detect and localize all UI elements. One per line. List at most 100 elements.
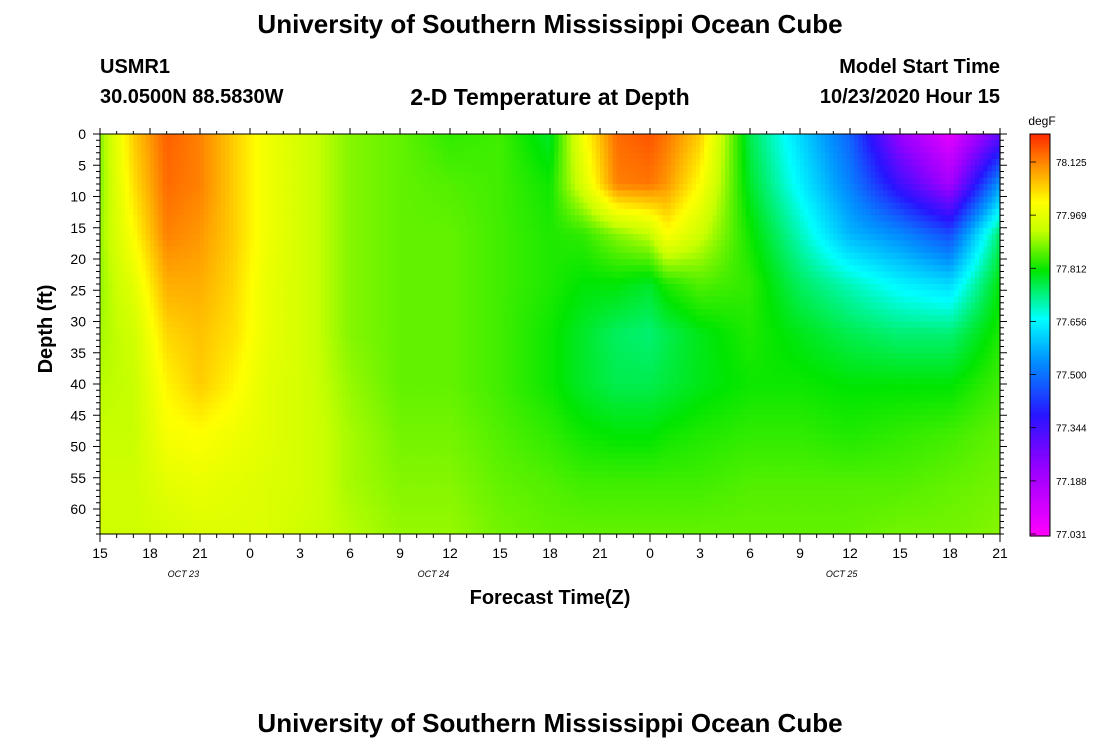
heatmap-cell — [229, 209, 234, 216]
heatmap-cell — [120, 459, 126, 466]
heatmap-cell — [366, 459, 372, 466]
heatmap-cell — [375, 140, 380, 148]
heatmap-cell — [366, 402, 372, 410]
heatmap-cell — [350, 159, 355, 166]
heatmap-cell — [137, 521, 143, 529]
heatmap-cell — [341, 209, 347, 216]
heatmap-cell — [141, 265, 147, 273]
heatmap-cell — [250, 321, 255, 329]
heatmap-cell — [191, 340, 197, 348]
heatmap-cell — [362, 452, 368, 460]
heatmap-cell — [400, 284, 405, 291]
heatmap-cell — [100, 371, 105, 379]
heatmap-cell — [262, 265, 268, 273]
heatmap-cell — [300, 359, 305, 366]
heatmap-cell — [295, 134, 301, 141]
heatmap-cell — [400, 227, 405, 235]
heatmap-cell — [162, 459, 168, 466]
heatmap-cell — [295, 446, 301, 454]
heatmap-cell — [145, 240, 151, 248]
heatmap-cell — [379, 296, 384, 304]
heatmap-cell — [229, 509, 234, 516]
heatmap-cell — [158, 190, 164, 198]
heatmap-cell — [308, 527, 314, 535]
heatmap-cell — [395, 465, 401, 473]
heatmap-cell — [287, 209, 293, 216]
heatmap-cell — [237, 484, 243, 491]
heatmap-cell — [400, 427, 405, 435]
heatmap-cell — [237, 177, 243, 185]
heatmap-cell — [416, 371, 422, 379]
heatmap-cell — [308, 477, 314, 485]
heatmap-cell — [137, 371, 143, 379]
heatmap-cell — [316, 415, 322, 423]
heatmap-cell — [100, 159, 105, 166]
heatmap-cell — [200, 509, 205, 516]
heatmap-cell — [312, 402, 318, 410]
heatmap-cell — [358, 334, 364, 341]
heatmap-cell — [108, 446, 114, 454]
heatmap-cell — [383, 371, 389, 379]
heatmap-cell — [325, 171, 330, 179]
heatmap-cell — [254, 309, 259, 316]
heatmap-cell — [312, 134, 318, 141]
heatmap-cell — [229, 177, 234, 185]
heatmap-cell — [416, 190, 422, 198]
heatmap-cell — [250, 509, 255, 516]
heatmap-cell — [225, 177, 230, 185]
heatmap-cell — [258, 471, 264, 479]
heatmap-cell — [179, 202, 184, 210]
heatmap-cell — [141, 309, 147, 316]
heatmap-cell — [316, 234, 322, 241]
heatmap-cell — [262, 315, 268, 323]
heatmap-cell — [312, 334, 318, 341]
heatmap-cell — [345, 409, 351, 416]
heatmap-cell — [250, 309, 255, 316]
heatmap-cell — [195, 234, 201, 241]
heatmap-cell — [412, 427, 418, 435]
heatmap-cell — [237, 202, 243, 210]
heatmap-cell — [341, 334, 347, 341]
heatmap-cell — [116, 165, 122, 173]
heatmap-cell — [287, 215, 293, 223]
heatmap-cell — [233, 496, 239, 504]
heatmap-cell — [241, 334, 247, 341]
heatmap-cell — [254, 334, 259, 341]
heatmap-cell — [275, 196, 280, 204]
heatmap-cell — [333, 259, 339, 266]
heatmap-cell — [200, 296, 205, 304]
heatmap-cell — [254, 234, 259, 241]
heatmap-cell — [112, 165, 118, 173]
heatmap-cell — [408, 290, 414, 298]
heatmap-cell — [287, 321, 293, 329]
heatmap-cell — [162, 415, 168, 423]
heatmap-cell — [283, 427, 289, 435]
heatmap-cell — [283, 359, 289, 366]
heatmap-cell — [404, 227, 409, 235]
heatmap-cell — [125, 259, 130, 266]
heatmap-cell — [275, 165, 280, 173]
heatmap-cell — [187, 152, 193, 160]
heatmap-cell — [212, 234, 218, 241]
heatmap-cell — [254, 146, 259, 154]
heatmap-cell — [225, 377, 230, 385]
heatmap-cell — [116, 402, 122, 410]
heatmap-cell — [304, 415, 309, 423]
heatmap-cell — [266, 527, 272, 535]
heatmap-cell — [104, 477, 109, 485]
heatmap-cell — [395, 134, 401, 141]
heatmap-cell — [291, 452, 297, 460]
heatmap-cell — [416, 159, 422, 166]
heatmap-cell — [308, 465, 314, 473]
heatmap-cell — [108, 509, 114, 516]
heatmap-cell — [166, 290, 172, 298]
heatmap-cell — [404, 171, 409, 179]
heatmap-cell — [129, 265, 134, 273]
heatmap-cell — [141, 277, 147, 285]
heatmap-cell — [112, 221, 118, 229]
heatmap-cell — [291, 284, 297, 291]
heatmap-cell — [125, 177, 130, 185]
heatmap-cell — [320, 390, 326, 398]
heatmap-cell — [341, 390, 347, 398]
heatmap-cell — [379, 234, 384, 241]
